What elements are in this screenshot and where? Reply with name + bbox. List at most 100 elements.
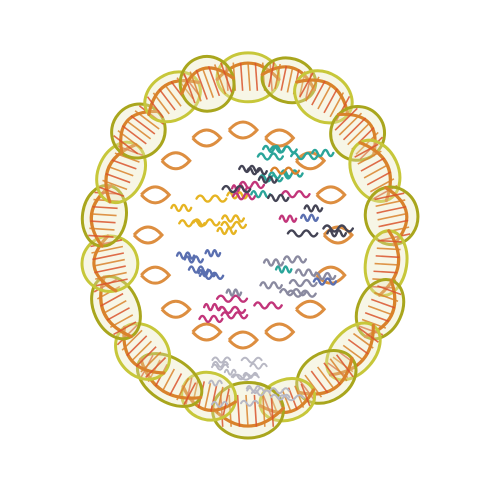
base-pair — [91, 213, 117, 217]
base-pair — [121, 125, 147, 145]
base-pair — [117, 129, 143, 150]
base-pair — [126, 120, 152, 140]
base-pair — [126, 335, 148, 357]
base-pair — [201, 67, 215, 98]
base-pair — [95, 271, 127, 280]
base-pair — [220, 62, 233, 93]
tail-helix — [242, 371, 259, 379]
base-pair — [335, 354, 354, 378]
dna-superhelix — [80, 51, 420, 440]
base-pair — [270, 394, 275, 427]
histone-helix — [175, 251, 196, 260]
base-pair — [216, 386, 224, 414]
dna-loop — [136, 352, 204, 408]
base-pair — [274, 63, 281, 89]
base-pair — [161, 368, 176, 392]
base-pair — [366, 171, 392, 186]
base-pair — [329, 358, 348, 382]
base-pair — [225, 62, 229, 91]
tail-helix — [269, 387, 290, 395]
base-pair — [146, 96, 164, 119]
base-pair — [377, 285, 402, 296]
base-pair — [281, 389, 292, 412]
histone-helix — [250, 190, 272, 199]
lower-protein-tail — [208, 356, 305, 408]
base-pair — [280, 65, 288, 91]
tail-helix — [240, 399, 260, 407]
histone-helix — [257, 175, 278, 184]
tail-helix — [232, 373, 260, 381]
base-pair — [239, 62, 244, 91]
base-pair — [105, 172, 131, 184]
histone-helix — [170, 203, 193, 213]
tail-helix — [249, 362, 268, 370]
base-pair — [286, 67, 294, 93]
base-pair — [375, 255, 400, 259]
histone-helix — [283, 255, 308, 264]
base-pair — [89, 227, 115, 231]
base-pair — [88, 234, 114, 238]
histone-helix — [322, 224, 355, 233]
inner-dna-segment — [264, 322, 296, 342]
base-pair — [93, 258, 125, 267]
inner-dna-segment — [140, 265, 172, 285]
histone-helix — [204, 249, 222, 258]
base-pair — [361, 318, 387, 329]
base-pair — [189, 71, 202, 102]
base-pair — [262, 394, 273, 418]
histone-core — [170, 144, 355, 324]
histone-helix — [198, 314, 224, 324]
base-pair — [130, 115, 156, 135]
histone-helix — [286, 289, 317, 298]
tail-helix — [212, 360, 229, 368]
base-pair — [378, 219, 409, 228]
base-pair — [355, 131, 379, 155]
base-pair — [135, 346, 157, 368]
histone-helix — [178, 219, 206, 228]
histone-helix — [326, 229, 348, 238]
base-pair — [357, 150, 382, 165]
base-pair — [338, 112, 363, 136]
base-pair — [247, 62, 251, 91]
histone-helix — [217, 305, 247, 315]
base-pair — [311, 80, 326, 106]
inner-dna-segment — [295, 299, 327, 319]
base-pair — [377, 212, 408, 221]
histone-helix — [253, 301, 283, 310]
histone-helix — [270, 166, 301, 175]
base-pair — [236, 394, 241, 427]
histone-helix — [187, 265, 210, 274]
base-pair — [103, 300, 127, 314]
base-pair — [317, 84, 332, 110]
inner-dna-segment — [191, 128, 223, 148]
base-pair — [352, 332, 374, 349]
base-pair — [152, 92, 170, 115]
inner-dna-segment — [191, 322, 223, 342]
inner-dna-segment — [227, 330, 259, 350]
histone-helix — [216, 226, 238, 236]
base-pair — [183, 73, 196, 104]
tail-helix — [270, 393, 291, 401]
base-pair — [254, 62, 259, 91]
histone-helix — [312, 277, 338, 286]
histone-helix — [262, 258, 285, 267]
base-pair — [130, 340, 153, 362]
base-pair — [300, 383, 311, 407]
histone-helix — [231, 192, 257, 201]
inner-dna-segment — [227, 120, 259, 140]
histone-helix — [269, 145, 298, 154]
base-pair — [213, 64, 227, 95]
base-pair — [99, 186, 125, 197]
histone-helix — [203, 302, 223, 312]
base-pair — [109, 314, 134, 329]
base-pair — [369, 178, 395, 193]
inner-dna-segment — [140, 185, 172, 205]
histone-helix — [288, 278, 318, 288]
base-pair — [134, 110, 160, 130]
histone-helix — [192, 218, 221, 227]
base-pair — [316, 366, 335, 390]
base-pair — [376, 205, 407, 214]
dna-loop — [178, 54, 236, 113]
